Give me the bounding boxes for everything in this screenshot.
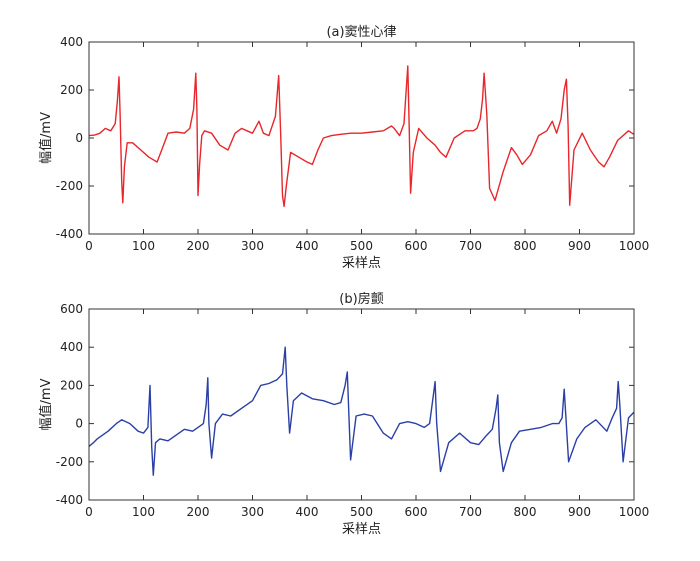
chart-panel-sinus-rhythm: (a)窦性心律 0 100 200 300 400 500 600 700 800 900 1000 -…: [38, 25, 649, 271]
x-tick-label: 100: [132, 239, 155, 253]
x-tick-label: 1000: [619, 505, 650, 519]
x-axis-label: 采样点: [342, 522, 381, 537]
x-tick-label: 900: [568, 505, 591, 519]
x-tick-label: 0: [85, 505, 93, 519]
x-tick-label: 600: [405, 239, 428, 253]
y-axis-label: 幅值/mV: [38, 378, 54, 430]
y-tick-label: 400: [60, 35, 83, 49]
x-tick-label: 700: [459, 505, 482, 519]
y-tick-label: 200: [60, 378, 83, 392]
plot-frame: [88, 41, 635, 235]
y-tick-label: 0: [75, 131, 83, 145]
series-line: [88, 65, 635, 208]
x-tick-label: 100: [132, 505, 155, 519]
y-tick-label: -400: [56, 493, 83, 507]
x-tick-label: 700: [459, 239, 482, 253]
x-tick-label: 800: [514, 239, 537, 253]
x-tick-label: 900: [568, 239, 591, 253]
x-tick-label: 500: [350, 239, 373, 253]
y-tick-label: -200: [56, 455, 83, 469]
x-tick-label: 500: [350, 505, 373, 519]
series-line: [88, 346, 635, 476]
x-tick-label: 300: [241, 239, 264, 253]
x-tick-label: 800: [514, 505, 537, 519]
y-axis-label: 幅值/mV: [38, 112, 54, 164]
x-tick-label: 200: [187, 505, 210, 519]
chart-title: (b)房颤: [339, 291, 383, 307]
x-tick-label: 600: [405, 505, 428, 519]
x-tick-label: 200: [187, 239, 210, 253]
plot-frame: [88, 308, 635, 501]
x-tick-label: 400: [296, 239, 319, 253]
x-tick-label: 300: [241, 505, 264, 519]
x-tick-label: 1000: [619, 239, 650, 253]
y-tick-label: 400: [60, 340, 83, 354]
y-tick-label: 0: [75, 417, 83, 431]
y-tick-label: 600: [60, 302, 83, 316]
y-tick-label: 200: [60, 83, 83, 97]
y-tick-label: -400: [56, 227, 83, 241]
x-tick-label: 400: [296, 505, 319, 519]
y-tick-label: -200: [56, 179, 83, 193]
chart-panel-atrial-fibrillation: (b)房颤 0 100 200 300 400 500 600 700 800 900 1000 -40…: [38, 291, 649, 537]
x-axis-label: 采样点: [342, 256, 381, 271]
chart-title: (a)窦性心律: [326, 25, 396, 40]
x-tick-label: 0: [85, 239, 93, 253]
